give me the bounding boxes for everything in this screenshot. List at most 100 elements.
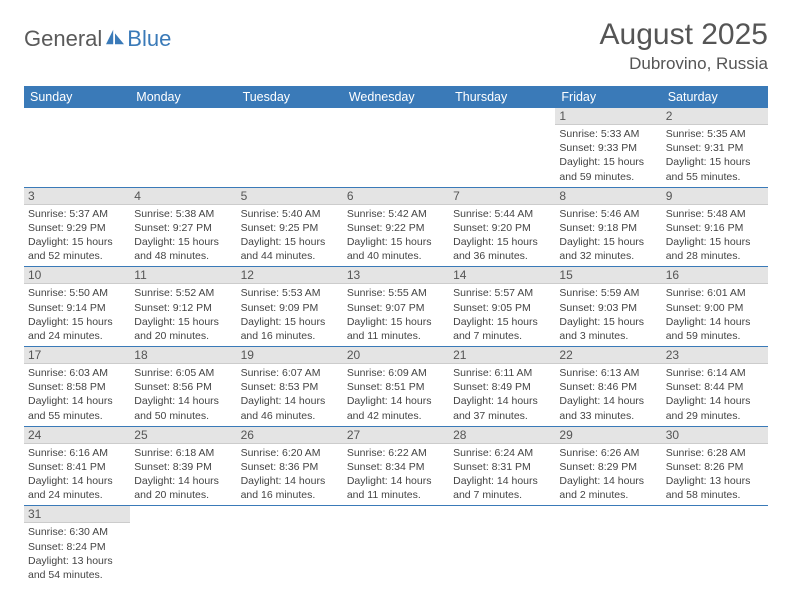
logo: General Blue	[24, 26, 171, 52]
day-info-line: Daylight: 15 hours	[347, 315, 445, 329]
calendar-week-row: 17Sunrise: 6:03 AMSunset: 8:58 PMDayligh…	[24, 347, 768, 427]
day-number: 27	[343, 427, 449, 444]
weekday-header: Monday	[130, 86, 236, 108]
calendar-day-cell	[343, 506, 449, 585]
header: General Blue August 2025 Dubrovino, Russ…	[24, 18, 768, 74]
day-info-line: Sunset: 8:44 PM	[666, 380, 764, 394]
day-info-line: Sunrise: 5:40 AM	[241, 207, 339, 221]
calendar-day-cell: 23Sunrise: 6:14 AMSunset: 8:44 PMDayligh…	[662, 347, 768, 427]
day-info-line: Daylight: 14 hours	[241, 474, 339, 488]
page-title: August 2025	[600, 18, 768, 52]
day-info-line: Sunrise: 5:42 AM	[347, 207, 445, 221]
day-info-line: Sunset: 9:22 PM	[347, 221, 445, 235]
day-info-line: and 32 minutes.	[559, 249, 657, 263]
day-info-line: Sunrise: 6:05 AM	[134, 366, 232, 380]
calendar-day-cell: 29Sunrise: 6:26 AMSunset: 8:29 PMDayligh…	[555, 426, 661, 506]
day-info-line: and 46 minutes.	[241, 409, 339, 423]
day-info-line: Sunset: 9:09 PM	[241, 301, 339, 315]
day-info-line: Sunrise: 6:20 AM	[241, 446, 339, 460]
day-number: 14	[449, 267, 555, 284]
day-info-line: Sunset: 9:07 PM	[347, 301, 445, 315]
calendar-week-row: 3Sunrise: 5:37 AMSunset: 9:29 PMDaylight…	[24, 187, 768, 267]
day-number: 4	[130, 188, 236, 205]
day-info-line: Sunrise: 5:50 AM	[28, 286, 126, 300]
day-info-line: Daylight: 14 hours	[666, 315, 764, 329]
day-info: Sunrise: 6:03 AMSunset: 8:58 PMDaylight:…	[24, 364, 130, 426]
calendar-day-cell: 5Sunrise: 5:40 AMSunset: 9:25 PMDaylight…	[237, 187, 343, 267]
day-info-line: and 28 minutes.	[666, 249, 764, 263]
day-info-line: and 11 minutes.	[347, 488, 445, 502]
calendar-day-cell: 9Sunrise: 5:48 AMSunset: 9:16 PMDaylight…	[662, 187, 768, 267]
day-info-line: and 7 minutes.	[453, 329, 551, 343]
day-info-line: and 48 minutes.	[134, 249, 232, 263]
day-info: Sunrise: 6:16 AMSunset: 8:41 PMDaylight:…	[24, 444, 130, 506]
day-info-line: Sunrise: 6:14 AM	[666, 366, 764, 380]
calendar-day-cell: 4Sunrise: 5:38 AMSunset: 9:27 PMDaylight…	[130, 187, 236, 267]
day-info: Sunrise: 6:28 AMSunset: 8:26 PMDaylight:…	[662, 444, 768, 506]
day-info-line: Daylight: 14 hours	[559, 474, 657, 488]
weekday-header: Wednesday	[343, 86, 449, 108]
day-number: 10	[24, 267, 130, 284]
day-info: Sunrise: 5:53 AMSunset: 9:09 PMDaylight:…	[237, 284, 343, 346]
day-info-line: Daylight: 14 hours	[666, 394, 764, 408]
calendar-day-cell: 28Sunrise: 6:24 AMSunset: 8:31 PMDayligh…	[449, 426, 555, 506]
day-info: Sunrise: 5:44 AMSunset: 9:20 PMDaylight:…	[449, 205, 555, 267]
day-info-line: Sunrise: 6:13 AM	[559, 366, 657, 380]
sail-icon	[104, 28, 126, 46]
day-info: Sunrise: 5:46 AMSunset: 9:18 PMDaylight:…	[555, 205, 661, 267]
calendar-day-cell: 22Sunrise: 6:13 AMSunset: 8:46 PMDayligh…	[555, 347, 661, 427]
calendar-day-cell: 15Sunrise: 5:59 AMSunset: 9:03 PMDayligh…	[555, 267, 661, 347]
calendar-week-row: 31Sunrise: 6:30 AMSunset: 8:24 PMDayligh…	[24, 506, 768, 585]
calendar-day-cell: 21Sunrise: 6:11 AMSunset: 8:49 PMDayligh…	[449, 347, 555, 427]
day-info: Sunrise: 5:42 AMSunset: 9:22 PMDaylight:…	[343, 205, 449, 267]
day-number: 28	[449, 427, 555, 444]
day-info-line: Sunset: 9:00 PM	[666, 301, 764, 315]
logo-text-blue: Blue	[127, 26, 171, 52]
day-info: Sunrise: 5:38 AMSunset: 9:27 PMDaylight:…	[130, 205, 236, 267]
day-info-line: and 20 minutes.	[134, 329, 232, 343]
day-info-line: Daylight: 15 hours	[666, 235, 764, 249]
calendar-week-row: 1Sunrise: 5:33 AMSunset: 9:33 PMDaylight…	[24, 108, 768, 187]
day-number: 17	[24, 347, 130, 364]
day-number: 20	[343, 347, 449, 364]
day-info-line: Daylight: 15 hours	[453, 315, 551, 329]
day-info-line: Daylight: 15 hours	[241, 235, 339, 249]
day-info-line: Sunrise: 6:03 AM	[28, 366, 126, 380]
calendar-day-cell: 18Sunrise: 6:05 AMSunset: 8:56 PMDayligh…	[130, 347, 236, 427]
day-info-line: Daylight: 15 hours	[134, 235, 232, 249]
day-info-line: Sunset: 8:24 PM	[28, 540, 126, 554]
day-number: 9	[662, 188, 768, 205]
day-info-line: Sunrise: 6:18 AM	[134, 446, 232, 460]
calendar-day-cell: 27Sunrise: 6:22 AMSunset: 8:34 PMDayligh…	[343, 426, 449, 506]
day-info-line: Sunrise: 6:07 AM	[241, 366, 339, 380]
weekday-header-row: SundayMondayTuesdayWednesdayThursdayFrid…	[24, 86, 768, 108]
day-info: Sunrise: 6:26 AMSunset: 8:29 PMDaylight:…	[555, 444, 661, 506]
calendar-day-cell: 26Sunrise: 6:20 AMSunset: 8:36 PMDayligh…	[237, 426, 343, 506]
day-info-line: and 16 minutes.	[241, 329, 339, 343]
calendar-day-cell: 6Sunrise: 5:42 AMSunset: 9:22 PMDaylight…	[343, 187, 449, 267]
calendar-day-cell: 19Sunrise: 6:07 AMSunset: 8:53 PMDayligh…	[237, 347, 343, 427]
calendar-day-cell	[449, 506, 555, 585]
day-info-line: Daylight: 15 hours	[347, 235, 445, 249]
day-info-line: Sunrise: 5:53 AM	[241, 286, 339, 300]
day-info-line: and 20 minutes.	[134, 488, 232, 502]
day-number: 18	[130, 347, 236, 364]
day-info-line: Sunset: 8:26 PM	[666, 460, 764, 474]
day-info: Sunrise: 6:01 AMSunset: 9:00 PMDaylight:…	[662, 284, 768, 346]
calendar-day-cell	[24, 108, 130, 187]
logo-text-general: General	[24, 26, 102, 52]
day-info-line: and 44 minutes.	[241, 249, 339, 263]
day-info-line: Sunrise: 5:38 AM	[134, 207, 232, 221]
calendar-day-cell	[130, 506, 236, 585]
calendar-day-cell: 10Sunrise: 5:50 AMSunset: 9:14 PMDayligh…	[24, 267, 130, 347]
day-info-line: Sunset: 8:56 PM	[134, 380, 232, 394]
day-info: Sunrise: 5:35 AMSunset: 9:31 PMDaylight:…	[662, 125, 768, 187]
day-info-line: and 3 minutes.	[559, 329, 657, 343]
calendar-day-cell: 3Sunrise: 5:37 AMSunset: 9:29 PMDaylight…	[24, 187, 130, 267]
day-info-line: Daylight: 14 hours	[453, 474, 551, 488]
day-info-line: Daylight: 15 hours	[559, 315, 657, 329]
day-number: 29	[555, 427, 661, 444]
day-info-line: Daylight: 14 hours	[241, 394, 339, 408]
weekday-header: Saturday	[662, 86, 768, 108]
day-info-line: and 24 minutes.	[28, 329, 126, 343]
